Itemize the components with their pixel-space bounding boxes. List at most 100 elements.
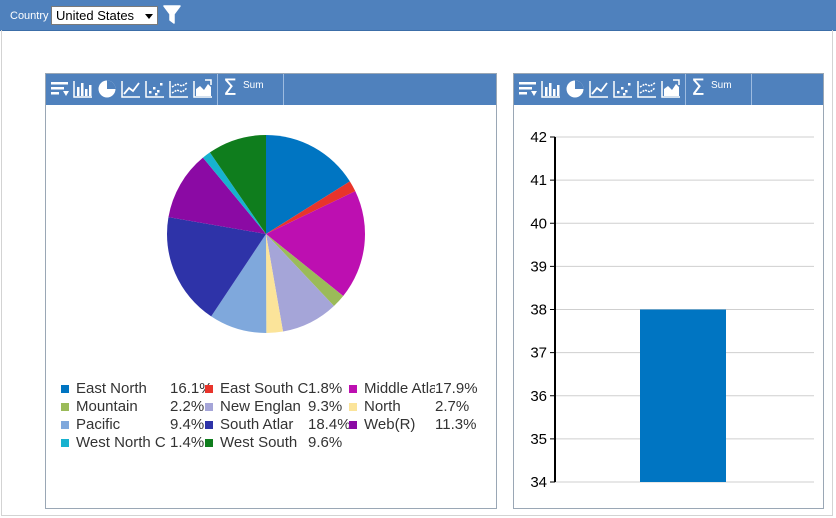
pie-slice-8[interactable]: [168, 157, 266, 234]
pie-chart-panel: Σ Sum East North 16.1% East South C 1.8% Mid…: [45, 73, 497, 509]
scatter-chart-icon[interactable]: [613, 79, 633, 99]
sigma-icon[interactable]: Σ: [223, 76, 237, 101]
legend-label: Middle Atla: [364, 380, 435, 397]
legend-label: West North C: [76, 434, 166, 451]
sigma-icon[interactable]: Σ: [691, 76, 705, 101]
y-tick-label: 38: [530, 302, 547, 319]
pie-slice-10[interactable]: [209, 135, 266, 234]
bar-chart-panel: Σ Sum 34 35 36 37 38 39 40 41 42: [513, 73, 824, 509]
pie-slice-2[interactable]: [266, 191, 366, 296]
bar-panel-toolbar: Σ Sum: [514, 74, 823, 105]
legend-percent: 1.8%: [308, 380, 343, 397]
y-tick-label: 36: [530, 388, 547, 405]
filter-bar: Country United States: [0, 0, 836, 31]
legend-percent: 17.9%: [435, 380, 478, 397]
legend-item[interactable]: Web(R) 11.3%: [349, 416, 476, 434]
y-tick-label: 42: [530, 129, 547, 146]
pie-slice-0[interactable]: [266, 135, 350, 234]
legend-item[interactable]: West North C 1.4%: [61, 434, 205, 452]
sum-button[interactable]: Sum: [711, 80, 732, 91]
legend-label: Mountain: [76, 398, 138, 415]
filter-icon[interactable]: [163, 5, 181, 25]
line-chart-icon[interactable]: [589, 79, 609, 99]
y-tick-label: 40: [530, 215, 547, 232]
sort-icon[interactable]: [518, 79, 538, 99]
legend-swatch: [61, 439, 69, 447]
y-tick-label: 37: [530, 345, 547, 362]
pie-chart-icon[interactable]: [97, 79, 117, 99]
bar-chart: 34 35 36 37 38 39 40 41 42: [530, 129, 814, 491]
y-tick-label: 34: [530, 474, 547, 491]
legend-swatch: [205, 421, 213, 429]
toolbar-separator: [685, 74, 686, 105]
legend-item[interactable]: Middle Atla 17.9%: [349, 380, 478, 398]
legend-percent: 1.4%: [170, 434, 205, 451]
legend-swatch: [349, 385, 357, 393]
y-tick-label: 35: [530, 431, 547, 448]
legend-label: North: [364, 398, 401, 415]
dashboard-frame: [1, 30, 833, 516]
toolbar-separator: [751, 74, 752, 105]
multi-line-chart-icon[interactable]: [169, 79, 189, 99]
country-select-value: United States: [56, 8, 135, 23]
legend-item[interactable]: North 2.7%: [349, 398, 469, 416]
legend-label: East North: [76, 380, 147, 397]
legend-item[interactable]: South Atlar 18.4%: [205, 416, 351, 434]
toolbar-separator: [283, 74, 284, 105]
legend-swatch: [205, 439, 213, 447]
line-chart-icon[interactable]: [121, 79, 141, 99]
legend-swatch: [61, 403, 69, 411]
legend-swatch: [205, 385, 213, 393]
legend-item[interactable]: East North 16.1%: [61, 380, 213, 398]
pie-slice-6[interactable]: [211, 234, 267, 334]
legend-percent: 2.7%: [435, 398, 470, 415]
bar-chart-icon[interactable]: [73, 79, 93, 99]
pie-slice-5[interactable]: [266, 234, 284, 333]
legend-percent: 11.3%: [435, 416, 477, 433]
legend-swatch: [349, 403, 357, 411]
multi-line-chart-icon[interactable]: [637, 79, 657, 99]
chevron-down-icon: [145, 14, 153, 19]
pie-slice-9[interactable]: [202, 152, 266, 234]
pie-slice-3[interactable]: [266, 234, 344, 307]
legend-label: East South C: [220, 380, 308, 397]
bar-0[interactable]: [640, 309, 726, 483]
toolbar-separator: [217, 74, 218, 105]
area-chart-icon[interactable]: [661, 79, 681, 99]
bar-chart-icon[interactable]: [541, 79, 561, 99]
sum-button[interactable]: Sum: [243, 80, 264, 91]
legend-label: New Englan: [220, 398, 301, 415]
legend-percent: 9.6%: [308, 434, 343, 451]
country-select[interactable]: United States: [51, 6, 158, 25]
legend-item[interactable]: Mountain 2.2%: [61, 398, 205, 416]
pie-slice-1[interactable]: [266, 181, 356, 234]
legend-swatch: [61, 421, 69, 429]
legend-percent: 2.2%: [170, 398, 205, 415]
legend-label: South Atlar: [220, 416, 294, 433]
legend-swatch: [205, 403, 213, 411]
legend-item[interactable]: West South 9.6%: [205, 434, 343, 452]
country-label: Country: [10, 10, 49, 22]
pie-panel-toolbar: Σ Sum: [46, 74, 496, 105]
legend-swatch: [61, 385, 69, 393]
scatter-chart-icon[interactable]: [145, 79, 165, 99]
legend-percent: 16.1%: [170, 380, 213, 397]
y-tick-label: 41: [530, 172, 547, 189]
pie-chart-icon[interactable]: [565, 79, 585, 99]
legend-item[interactable]: New Englan 9.3%: [205, 398, 343, 416]
area-chart-icon[interactable]: [193, 79, 213, 99]
legend-percent: 9.4%: [170, 416, 205, 433]
legend-percent: 18.4%: [308, 416, 351, 433]
legend-percent: 9.3%: [308, 398, 343, 415]
pie-slice-7[interactable]: [167, 217, 266, 317]
legend-swatch: [349, 421, 357, 429]
pie-chart: [167, 135, 366, 334]
y-tick-label: 39: [530, 258, 547, 275]
legend-label: Web(R): [364, 416, 416, 433]
sort-icon[interactable]: [50, 79, 70, 99]
legend-item[interactable]: East South C 1.8%: [205, 380, 343, 398]
legend-item[interactable]: Pacific 9.4%: [61, 416, 205, 434]
legend-label: Pacific: [76, 416, 121, 433]
pie-slice-4[interactable]: [266, 234, 334, 332]
legend-label: West South: [220, 434, 298, 451]
